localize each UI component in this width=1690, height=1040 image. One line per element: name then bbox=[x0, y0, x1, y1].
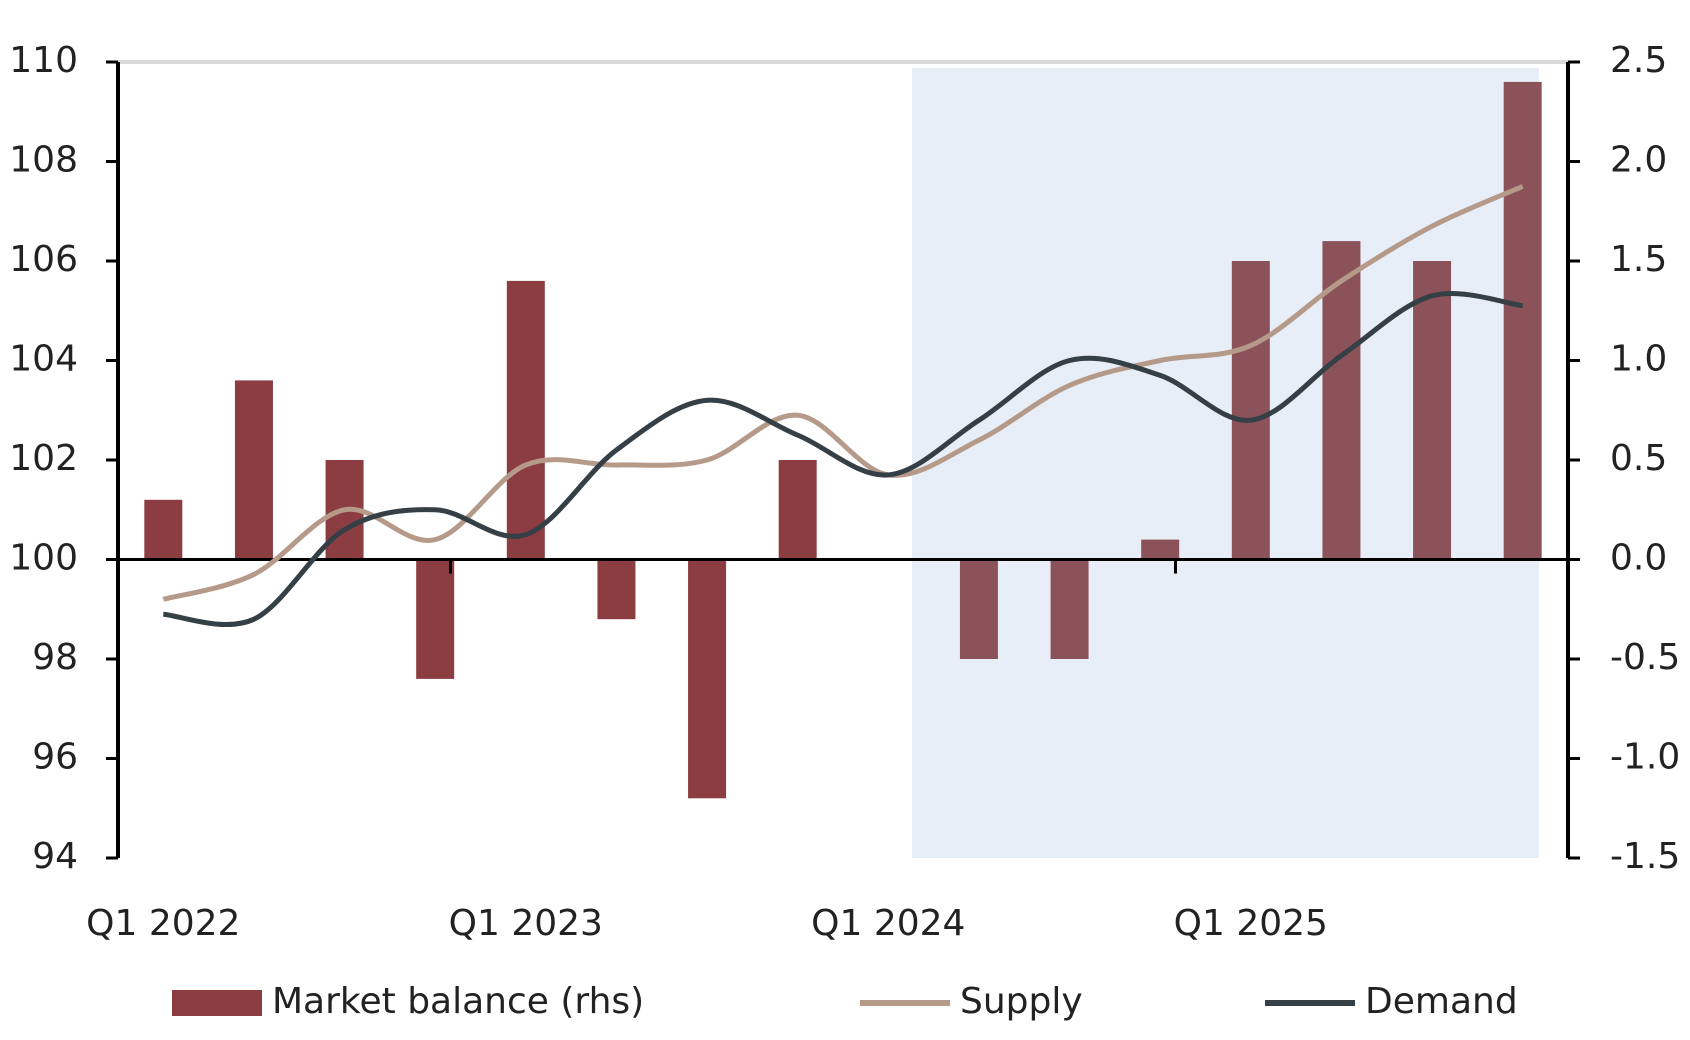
y-tick-label: 100 bbox=[9, 538, 78, 579]
bar bbox=[778, 460, 817, 560]
x-tick-label: Q1 2023 bbox=[449, 903, 603, 944]
y-tick-label: 94 bbox=[32, 836, 78, 877]
y2-tick-label: -0.5 bbox=[1610, 637, 1680, 678]
bar bbox=[1141, 539, 1180, 560]
bar bbox=[1050, 559, 1089, 659]
bar bbox=[1503, 81, 1542, 560]
x-tick-label: Q1 2025 bbox=[1174, 903, 1328, 944]
y2-tick-label: -1.5 bbox=[1610, 836, 1680, 877]
bar bbox=[234, 380, 273, 560]
bar bbox=[1231, 261, 1270, 560]
y-tick-label: 108 bbox=[9, 140, 78, 181]
y2-tick-label: 2.5 bbox=[1610, 40, 1667, 81]
y2-tick-label: 0.5 bbox=[1610, 438, 1667, 479]
legend-label: Demand bbox=[1365, 981, 1518, 1022]
y2-tick-label: 1.0 bbox=[1610, 339, 1667, 380]
line bbox=[163, 291, 1524, 627]
legend-label: Supply bbox=[960, 981, 1083, 1022]
y2-tick-label: 1.5 bbox=[1610, 239, 1667, 280]
x-tick-label: Q1 2022 bbox=[86, 903, 240, 944]
line bbox=[162, 184, 1524, 602]
bar bbox=[959, 559, 998, 659]
y-tick-label: 110 bbox=[9, 40, 78, 81]
legend-swatch bbox=[172, 990, 262, 1016]
bar bbox=[1413, 261, 1452, 560]
y2-tick-label: -1.0 bbox=[1610, 737, 1680, 778]
legend-label: Market balance (rhs) bbox=[272, 981, 644, 1022]
y-tick-label: 106 bbox=[9, 239, 78, 280]
bar bbox=[506, 280, 545, 560]
y-tick-label: 104 bbox=[9, 339, 78, 380]
y-tick-label: 98 bbox=[32, 637, 78, 678]
y-tick-label: 102 bbox=[9, 438, 78, 479]
y-tick-label: 96 bbox=[32, 737, 78, 778]
y2-tick-label: 2.0 bbox=[1610, 140, 1667, 181]
x-tick-label: Q1 2024 bbox=[811, 903, 965, 944]
y2-tick-label: 0.0 bbox=[1610, 538, 1667, 579]
bar bbox=[597, 559, 636, 620]
bar bbox=[416, 559, 455, 679]
bar bbox=[144, 499, 183, 560]
bar bbox=[688, 559, 727, 799]
bar bbox=[1322, 241, 1361, 560]
